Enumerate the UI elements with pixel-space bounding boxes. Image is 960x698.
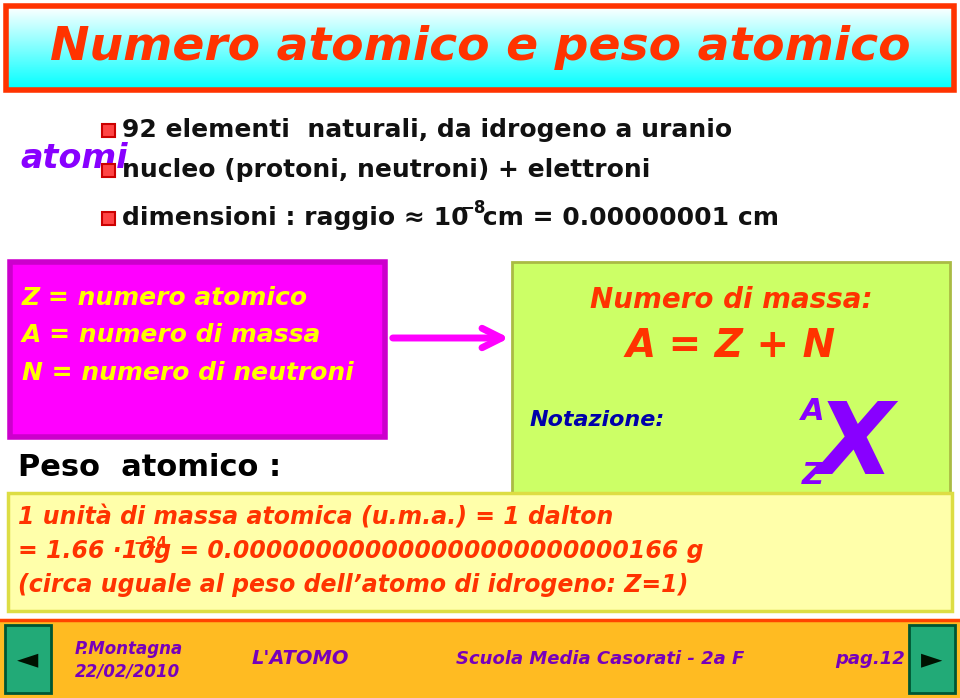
Text: cm = 0.00000001 cm: cm = 0.00000001 cm xyxy=(474,206,779,230)
Text: = 1.66 ·10: = 1.66 ·10 xyxy=(18,539,155,563)
Text: L'ATOMO: L'ATOMO xyxy=(252,650,348,669)
Text: pag.12: pag.12 xyxy=(835,650,905,668)
Text: X: X xyxy=(816,399,894,496)
Text: Numero di massa:: Numero di massa: xyxy=(589,286,873,314)
Text: A: A xyxy=(802,397,825,426)
FancyBboxPatch shape xyxy=(0,620,960,698)
FancyBboxPatch shape xyxy=(102,124,115,137)
Text: Peso  atomico :: Peso atomico : xyxy=(18,454,281,482)
Text: Notazione:: Notazione: xyxy=(530,410,665,430)
Text: 22/02/2010: 22/02/2010 xyxy=(75,662,180,680)
FancyBboxPatch shape xyxy=(909,625,955,693)
Text: atomi: atomi xyxy=(20,142,128,174)
FancyBboxPatch shape xyxy=(8,493,952,611)
Text: N = numero di neutroni: N = numero di neutroni xyxy=(22,361,353,385)
Text: Z = numero atomico: Z = numero atomico xyxy=(22,286,308,310)
FancyBboxPatch shape xyxy=(102,212,115,225)
Text: Scuola Media Casorati - 2a F: Scuola Media Casorati - 2a F xyxy=(456,650,744,668)
Text: −24: −24 xyxy=(133,535,167,551)
Text: nucleo (protoni, neutroni) + elettroni: nucleo (protoni, neutroni) + elettroni xyxy=(122,158,650,182)
FancyBboxPatch shape xyxy=(102,164,115,177)
Text: dimensioni : raggio ≈ 10: dimensioni : raggio ≈ 10 xyxy=(122,206,468,230)
Text: ►: ► xyxy=(922,645,943,673)
Text: A = Z + N: A = Z + N xyxy=(626,327,836,365)
Text: −8: −8 xyxy=(460,199,486,217)
Text: 92 elementi  naturali, da idrogeno a uranio: 92 elementi naturali, da idrogeno a uran… xyxy=(122,118,732,142)
Text: g = 0.000000000000000000000000166 g: g = 0.000000000000000000000000166 g xyxy=(146,539,704,563)
FancyBboxPatch shape xyxy=(5,625,51,693)
Text: P.Montagna: P.Montagna xyxy=(75,640,183,658)
Text: 1 unità di massa atomica (u.m.a.) = 1 dalton: 1 unità di massa atomica (u.m.a.) = 1 da… xyxy=(18,505,613,529)
Text: Numero atomico e peso atomico: Numero atomico e peso atomico xyxy=(50,26,910,70)
Text: ◄: ◄ xyxy=(17,645,38,673)
FancyBboxPatch shape xyxy=(10,262,385,437)
FancyBboxPatch shape xyxy=(512,262,950,512)
Text: A = numero di massa: A = numero di massa xyxy=(22,323,322,347)
Text: (circa uguale al peso dell’atomo di idrogeno: Z=1): (circa uguale al peso dell’atomo di idro… xyxy=(18,573,688,597)
Text: Z: Z xyxy=(802,461,824,489)
